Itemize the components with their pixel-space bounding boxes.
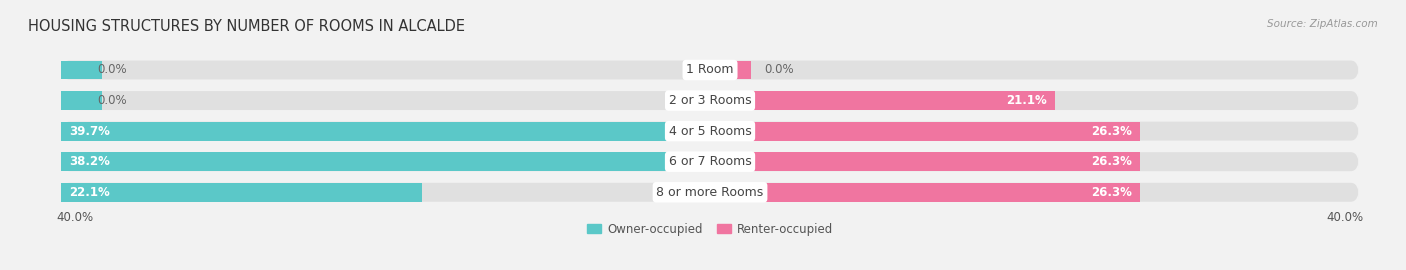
Text: 26.3%: 26.3% xyxy=(1091,186,1132,199)
FancyBboxPatch shape xyxy=(60,91,1360,110)
Text: 39.7%: 39.7% xyxy=(69,125,110,138)
Bar xyxy=(710,122,1140,141)
FancyBboxPatch shape xyxy=(60,60,1360,79)
Text: 8 or more Rooms: 8 or more Rooms xyxy=(657,186,763,199)
Text: Source: ZipAtlas.com: Source: ZipAtlas.com xyxy=(1267,19,1378,29)
Text: 6 or 7 Rooms: 6 or 7 Rooms xyxy=(669,155,751,168)
Text: 26.3%: 26.3% xyxy=(1091,155,1132,168)
Text: 22.1%: 22.1% xyxy=(69,186,110,199)
Text: 1 Room: 1 Room xyxy=(686,63,734,76)
Text: 0.0%: 0.0% xyxy=(97,63,127,76)
Bar xyxy=(60,122,710,141)
FancyBboxPatch shape xyxy=(60,183,1360,202)
FancyBboxPatch shape xyxy=(60,122,1360,141)
Bar xyxy=(60,183,422,202)
Text: 40.0%: 40.0% xyxy=(56,211,93,224)
Text: 0.0%: 0.0% xyxy=(97,94,127,107)
Bar xyxy=(710,91,1054,110)
Bar xyxy=(710,60,751,79)
Text: 21.1%: 21.1% xyxy=(1005,94,1046,107)
Bar xyxy=(60,91,103,110)
Text: 40.0%: 40.0% xyxy=(1327,211,1364,224)
Text: 26.3%: 26.3% xyxy=(1091,125,1132,138)
Legend: Owner-occupied, Renter-occupied: Owner-occupied, Renter-occupied xyxy=(582,218,838,240)
Text: 2 or 3 Rooms: 2 or 3 Rooms xyxy=(669,94,751,107)
Bar xyxy=(60,152,686,171)
Text: 38.2%: 38.2% xyxy=(69,155,110,168)
Bar xyxy=(60,60,103,79)
Text: 0.0%: 0.0% xyxy=(763,63,793,76)
Text: HOUSING STRUCTURES BY NUMBER OF ROOMS IN ALCALDE: HOUSING STRUCTURES BY NUMBER OF ROOMS IN… xyxy=(28,19,465,34)
FancyBboxPatch shape xyxy=(60,152,1360,171)
Bar xyxy=(710,183,1140,202)
Bar xyxy=(710,152,1140,171)
Text: 4 or 5 Rooms: 4 or 5 Rooms xyxy=(669,125,751,138)
